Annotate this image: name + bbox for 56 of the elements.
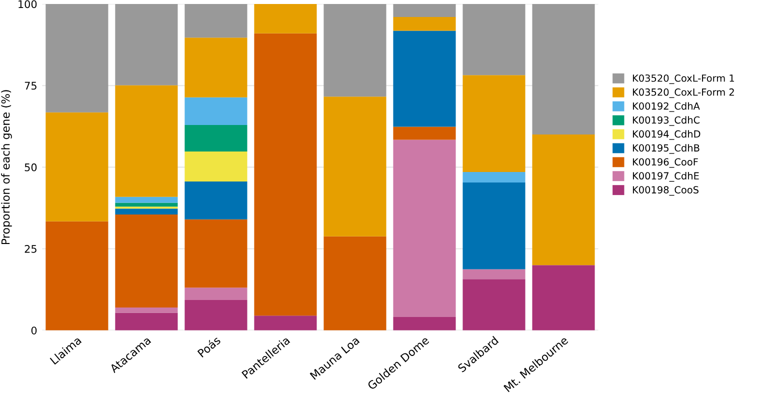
bar	[184, 182, 248, 220]
bar	[254, 33, 317, 316]
y-tick-label: 100	[18, 0, 37, 8]
y-tick-label: 50	[24, 163, 37, 172]
bar	[393, 4, 456, 18]
y-axis-title: Proportion of each gene (%)	[1, 90, 12, 244]
bar	[393, 17, 456, 31]
bar	[324, 96, 386, 236]
bar	[184, 4, 248, 38]
bar	[393, 140, 456, 317]
bar	[462, 269, 526, 280]
bar	[184, 125, 248, 152]
bar	[254, 4, 317, 34]
bar	[462, 279, 526, 330]
legend-label: K03520_CoxL-Form 2	[632, 88, 734, 98]
bar	[184, 97, 248, 126]
bar	[184, 219, 248, 288]
legend-label: K00195_CdhB	[632, 144, 700, 154]
bar	[184, 300, 248, 330]
bar	[462, 75, 526, 172]
bar	[184, 38, 248, 98]
legend-label: K00192_CdhA	[632, 102, 700, 112]
bar	[115, 312, 178, 330]
bar	[115, 214, 178, 308]
bar	[532, 134, 595, 266]
bar	[184, 151, 248, 182]
bar	[462, 182, 526, 270]
bar	[115, 208, 178, 214]
bar	[115, 307, 178, 313]
bar	[393, 30, 456, 127]
bar	[115, 202, 178, 207]
bar	[324, 4, 386, 97]
legend-label: K00198_CooS	[632, 186, 698, 196]
bar	[393, 316, 456, 330]
y-tick-label: 75	[24, 82, 36, 90]
bar	[46, 112, 108, 222]
legend-label: K00193_CdhC	[632, 116, 700, 126]
bar	[393, 126, 456, 140]
bar	[115, 4, 178, 86]
bar	[184, 288, 248, 300]
bar	[462, 4, 526, 76]
legend-label: K03520_CoxL-Form 1	[632, 74, 734, 84]
y-tick-label: 0	[31, 326, 37, 334]
bar	[324, 236, 386, 330]
y-tick-label: 25	[24, 244, 36, 253]
bar	[532, 265, 595, 330]
bar	[532, 4, 595, 135]
bar	[115, 196, 178, 203]
legend-label: K00197_CdhE	[632, 172, 699, 182]
bar	[254, 316, 317, 330]
bar	[46, 4, 108, 112]
bar	[115, 85, 178, 197]
bar	[462, 172, 526, 182]
legend-label: K00196_CooF	[632, 158, 698, 168]
legend-label: K00194_CdhD	[632, 130, 700, 140]
bar	[46, 221, 108, 330]
